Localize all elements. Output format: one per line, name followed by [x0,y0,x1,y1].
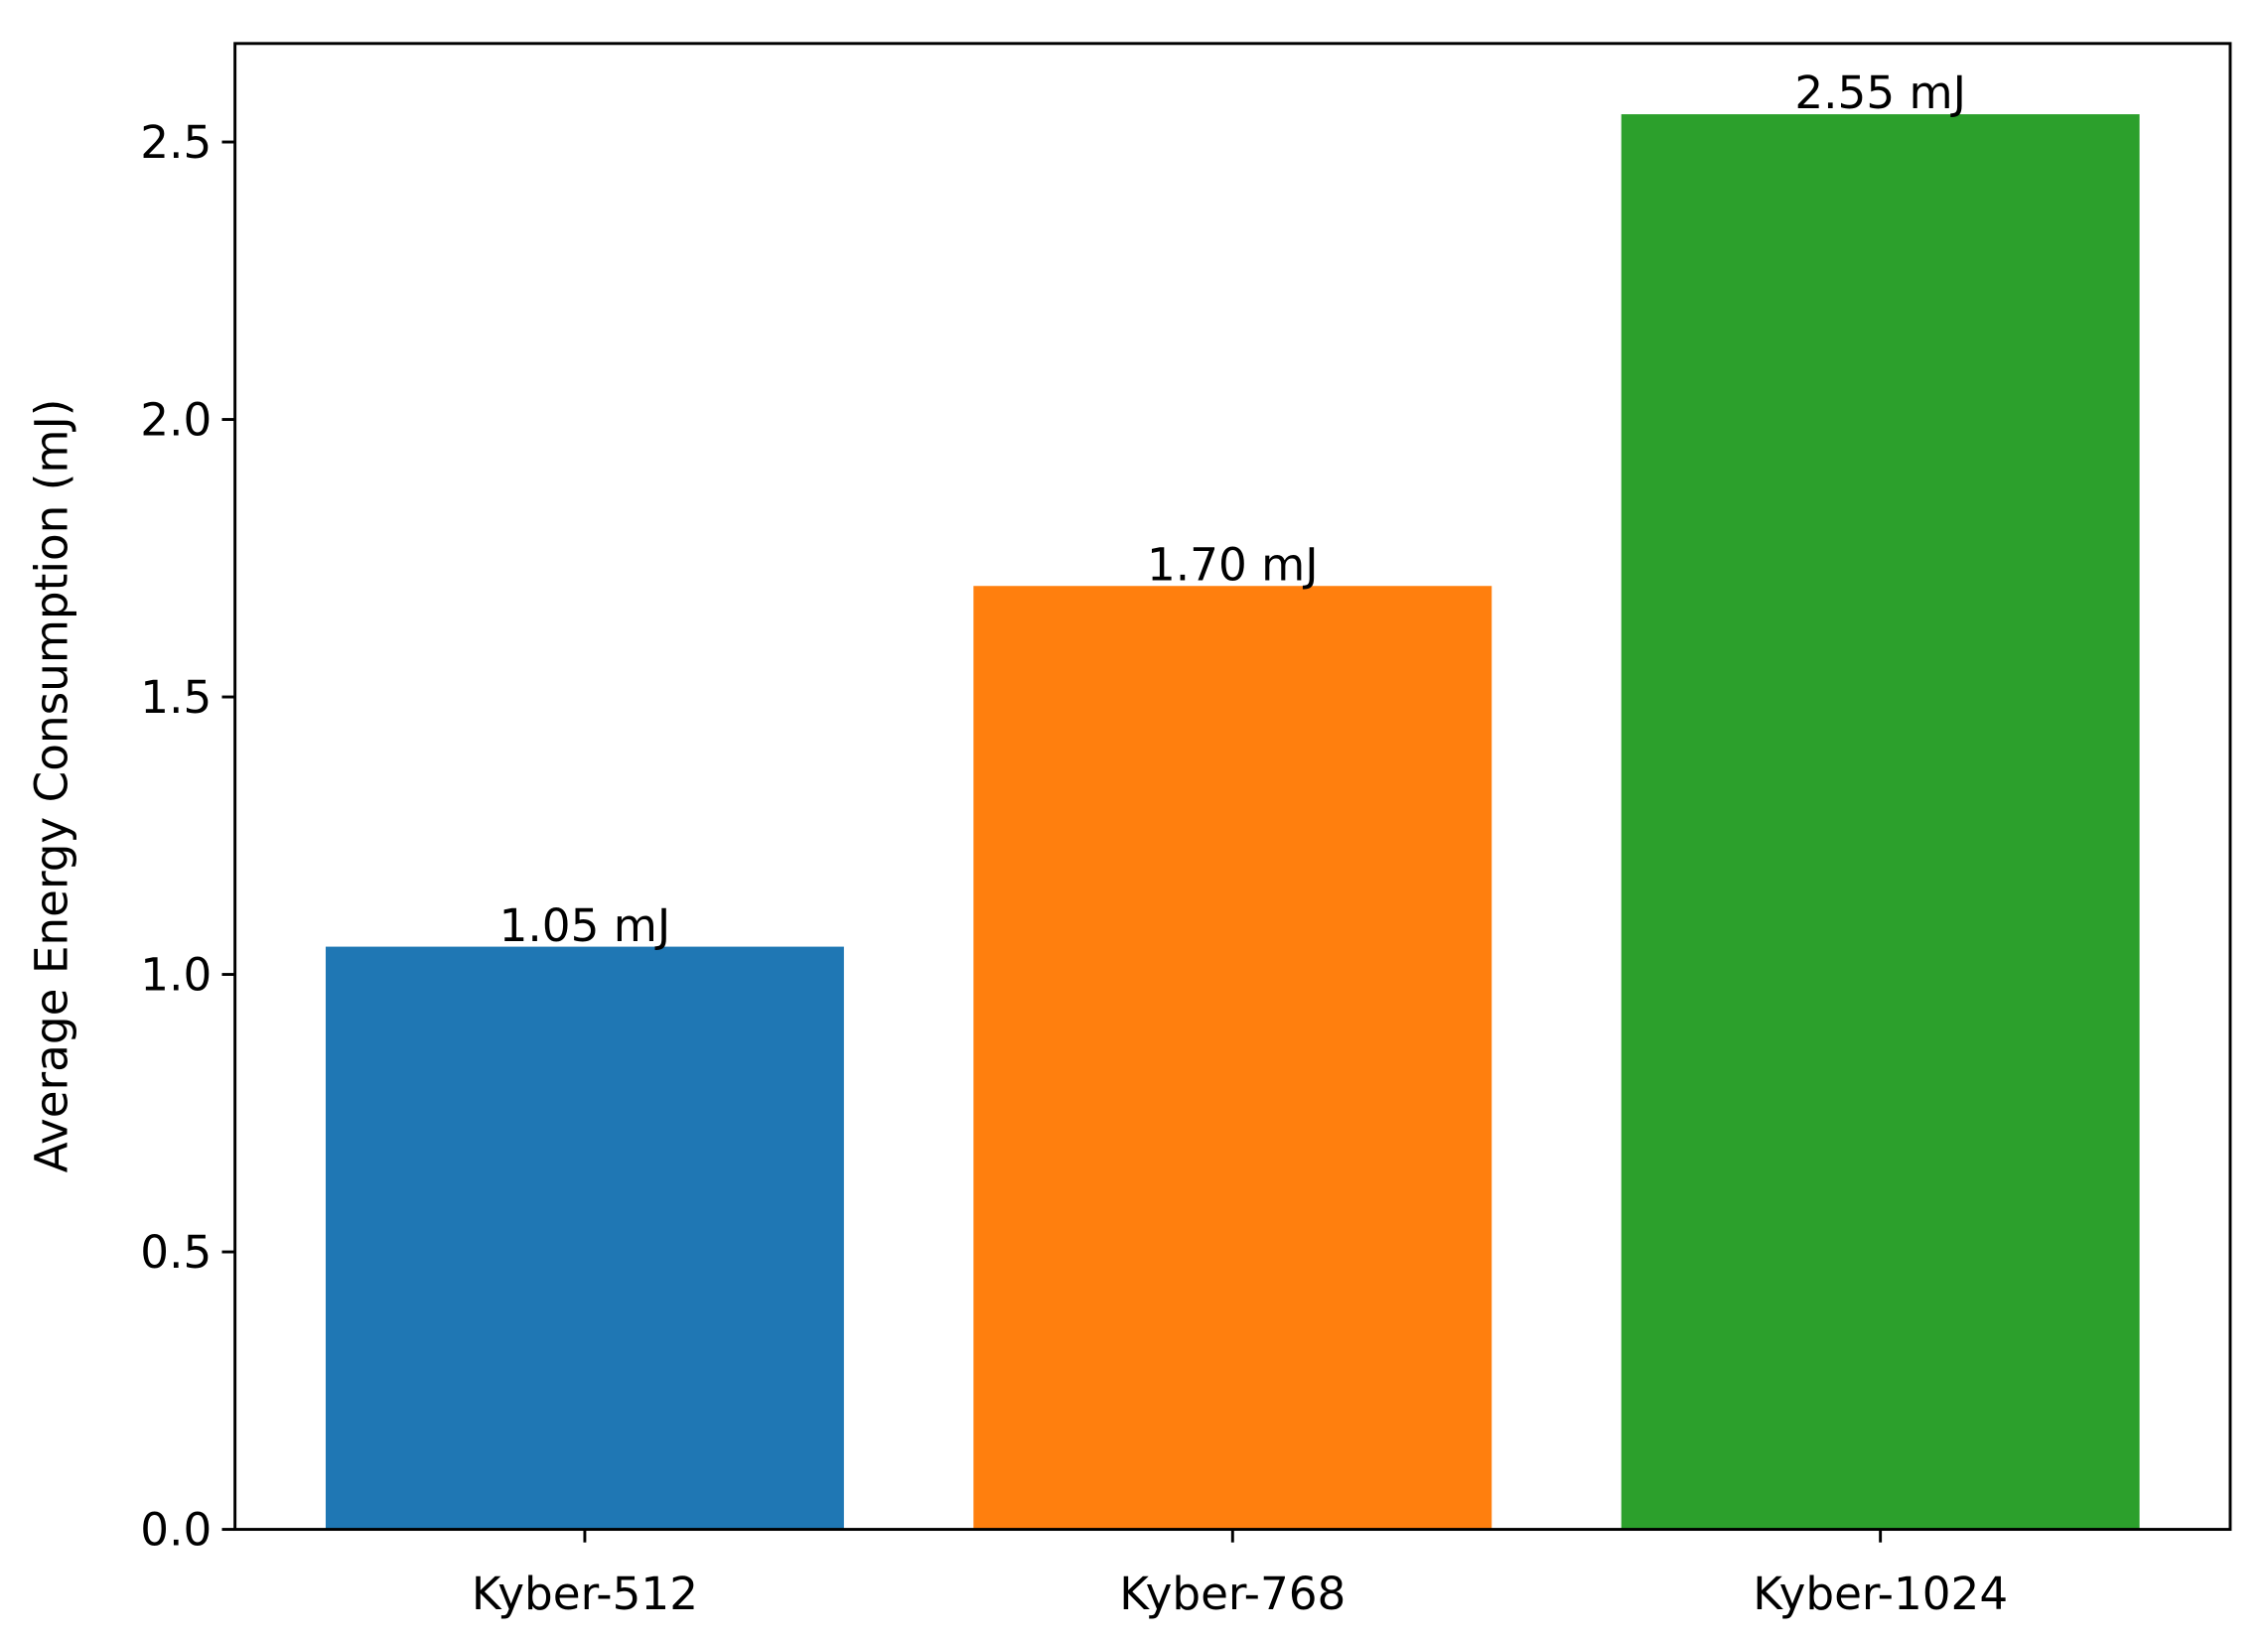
value-label: 1.70 mJ [1147,538,1319,591]
y-tick-label: 2.5 [140,116,212,169]
y-tick-label: 1.5 [140,671,212,724]
x-tick-label: Kyber-1024 [1753,1568,2008,1620]
y-tick-label: 1.0 [140,949,212,1002]
value-label: 2.55 mJ [1794,67,1966,119]
y-tick-label: 2.0 [140,394,212,447]
plot-frame [233,42,2232,1532]
bar [325,946,844,1530]
y-axis-label: Average Energy Consumption (mJ) [25,399,77,1173]
bar [973,586,1492,1530]
x-tick-label: Kyber-512 [472,1568,698,1620]
bar [1621,114,2140,1530]
x-tick-label: Kyber-768 [1119,1568,1346,1620]
y-tick-label: 0.0 [140,1504,212,1557]
value-label: 1.05 mJ [499,899,671,952]
y-tick-label: 0.5 [140,1226,212,1279]
